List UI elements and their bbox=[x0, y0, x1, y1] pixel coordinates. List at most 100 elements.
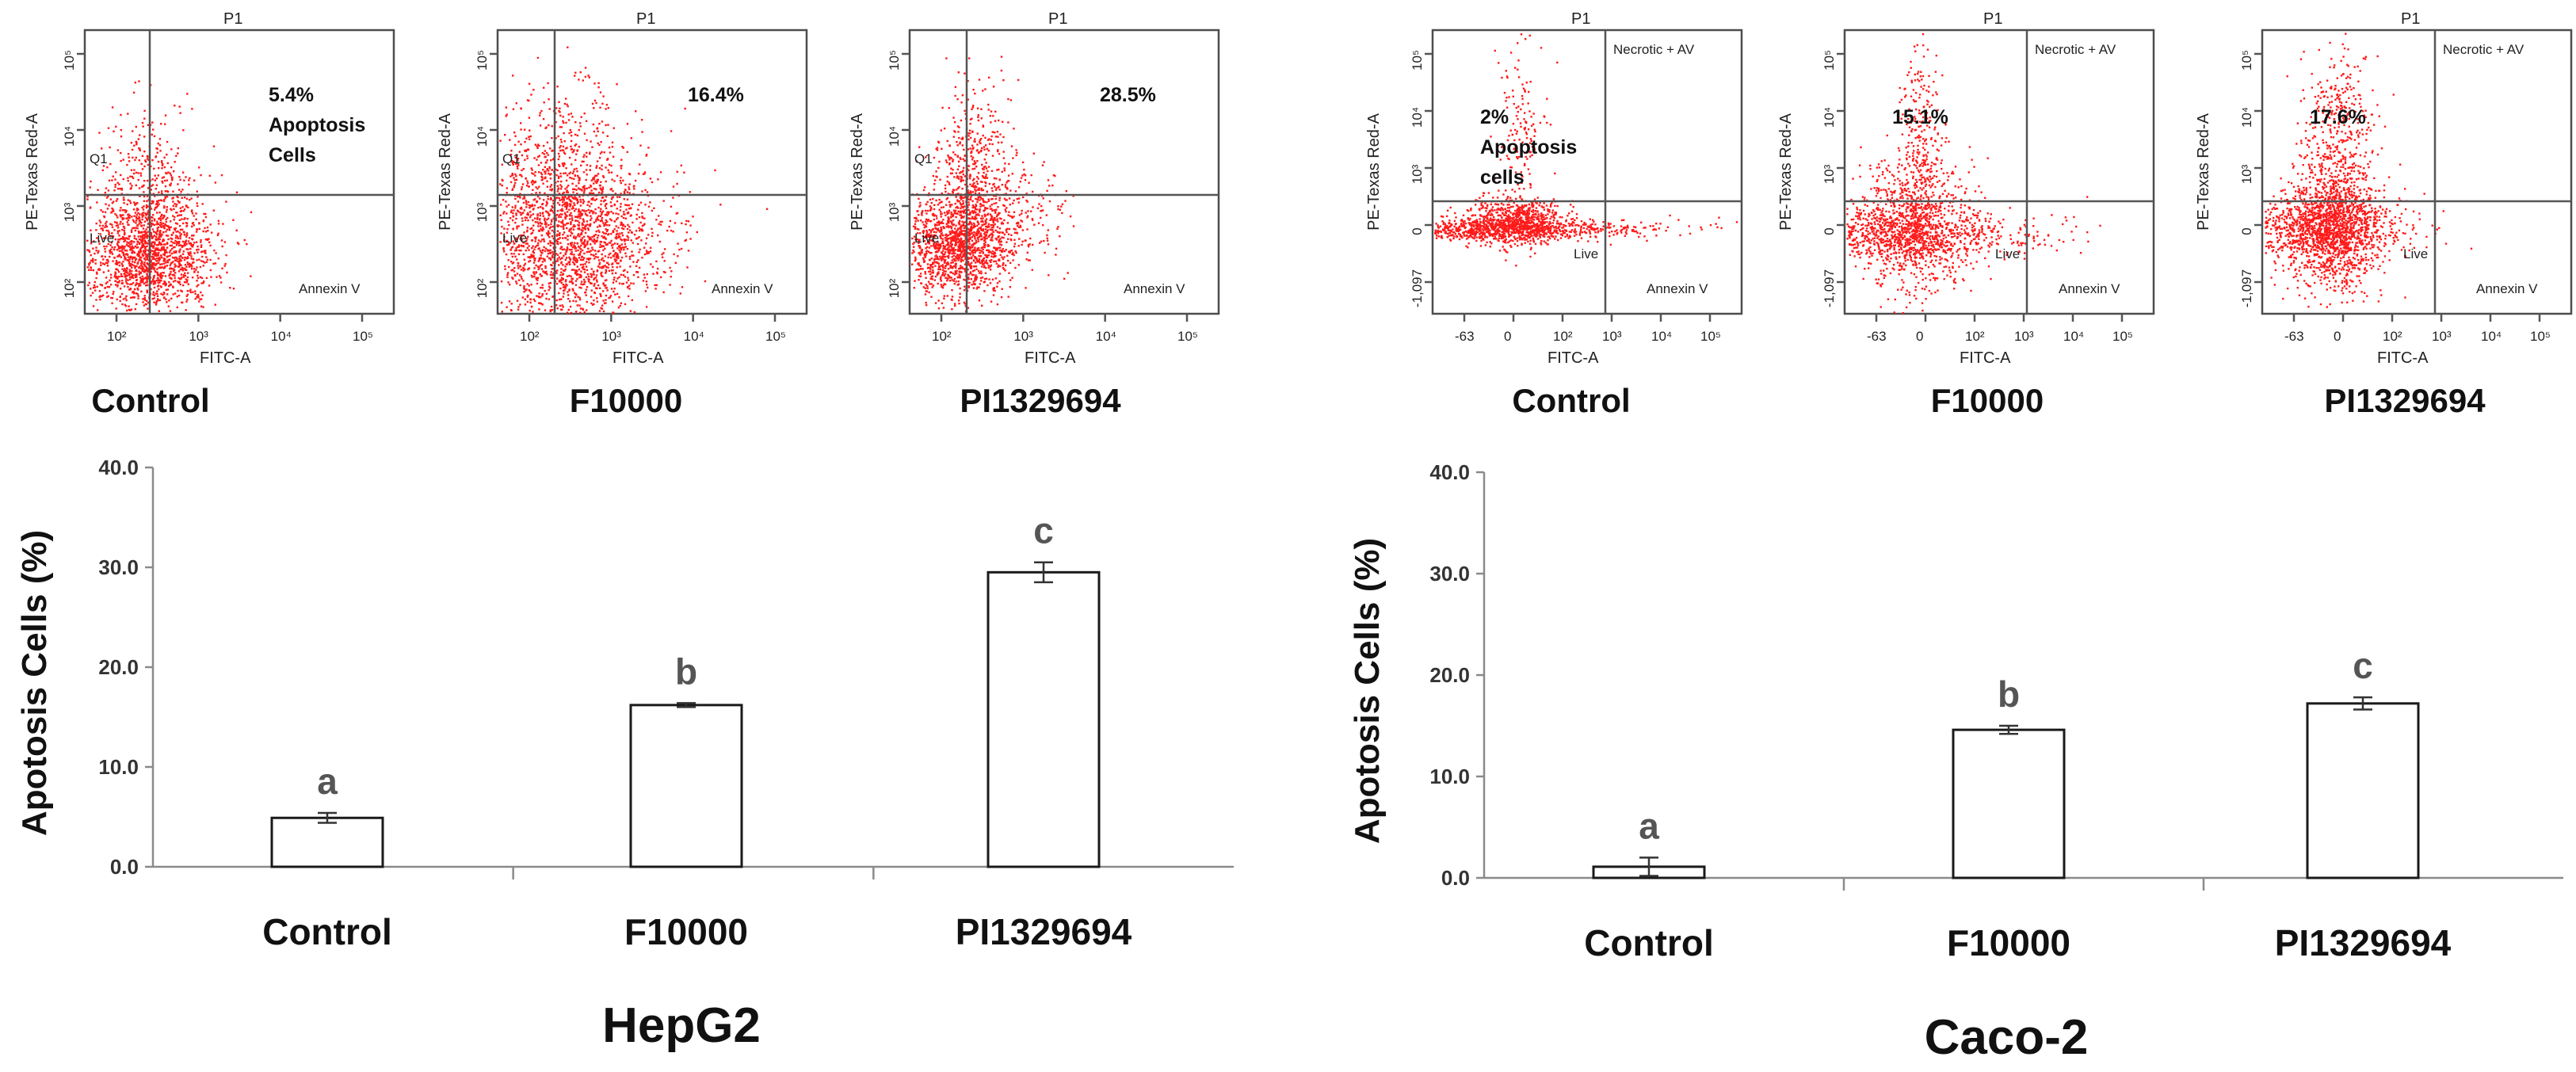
event-dot bbox=[202, 306, 204, 308]
event-dot bbox=[106, 258, 109, 261]
event-dot bbox=[625, 255, 628, 258]
event-dot bbox=[514, 207, 517, 209]
event-dot bbox=[158, 212, 161, 214]
event-dot bbox=[940, 245, 942, 247]
event-dot bbox=[534, 238, 537, 240]
event-dot bbox=[642, 280, 645, 282]
event-dot bbox=[957, 299, 960, 302]
event-dot bbox=[95, 271, 98, 273]
event-dot bbox=[127, 180, 129, 182]
event-dot bbox=[657, 234, 659, 237]
event-dot bbox=[529, 216, 532, 219]
event-dot bbox=[513, 274, 517, 277]
event-dot bbox=[156, 229, 159, 231]
event-dot bbox=[164, 265, 166, 268]
event-dot bbox=[172, 196, 174, 199]
event-dot bbox=[121, 268, 124, 270]
event-dot bbox=[941, 250, 945, 252]
event-dot bbox=[646, 252, 648, 255]
event-dot bbox=[948, 280, 952, 282]
y-tick-label: 10³ bbox=[475, 202, 490, 222]
event-dot bbox=[133, 235, 135, 237]
event-dot bbox=[670, 229, 673, 232]
event-dot bbox=[972, 235, 975, 237]
event-dot bbox=[164, 250, 166, 252]
event-dot bbox=[967, 247, 970, 250]
event-dot bbox=[182, 245, 185, 247]
event-dot bbox=[976, 200, 979, 204]
event-dot bbox=[175, 155, 177, 157]
event-dot bbox=[958, 245, 961, 247]
event-dot bbox=[116, 149, 120, 151]
event-dot bbox=[563, 140, 566, 143]
event-dot bbox=[960, 250, 964, 253]
event-dot bbox=[177, 147, 179, 150]
event-dot bbox=[511, 262, 513, 265]
event-dot bbox=[590, 254, 593, 256]
event-dot bbox=[515, 178, 518, 181]
event-dot bbox=[626, 227, 629, 231]
event-dot bbox=[535, 277, 537, 280]
event-dot bbox=[116, 181, 119, 184]
event-dot bbox=[593, 273, 595, 276]
event-dot bbox=[599, 225, 601, 227]
event-dot bbox=[927, 242, 929, 244]
event-dot bbox=[938, 198, 941, 201]
event-dot bbox=[574, 71, 577, 74]
event-dot bbox=[582, 268, 585, 270]
event-dot bbox=[570, 228, 572, 231]
event-dot bbox=[92, 258, 94, 260]
event-dot bbox=[616, 262, 618, 265]
event-dot bbox=[580, 164, 582, 167]
event-dot bbox=[626, 198, 629, 200]
event-dot bbox=[579, 311, 582, 314]
event-dot bbox=[126, 241, 128, 243]
event-dot bbox=[560, 257, 563, 260]
event-dot bbox=[153, 167, 155, 170]
event-dot bbox=[596, 180, 599, 183]
event-dot bbox=[185, 295, 188, 297]
event-dot bbox=[638, 216, 641, 219]
event-dot bbox=[532, 224, 535, 227]
event-dot bbox=[137, 288, 139, 291]
event-dot bbox=[197, 251, 199, 254]
event-dot bbox=[929, 268, 932, 270]
event-dot bbox=[946, 212, 949, 216]
event-dot bbox=[128, 200, 132, 202]
event-dot bbox=[948, 200, 951, 204]
event-dot bbox=[950, 212, 952, 214]
event-dot bbox=[950, 226, 952, 228]
event-dot bbox=[566, 246, 569, 249]
event-dot bbox=[106, 280, 109, 284]
event-dot bbox=[563, 227, 565, 230]
event-dot bbox=[980, 270, 983, 273]
event-dot bbox=[143, 233, 147, 236]
event-dot bbox=[949, 231, 952, 234]
event-dot bbox=[585, 265, 588, 268]
event-dot bbox=[548, 223, 550, 227]
event-dot bbox=[614, 293, 616, 296]
event-dot bbox=[97, 251, 99, 254]
event-dot bbox=[522, 212, 525, 214]
event-dot bbox=[586, 309, 588, 311]
event-dot bbox=[147, 209, 150, 212]
event-dot bbox=[117, 238, 120, 241]
event-dot bbox=[987, 223, 990, 225]
event-dot bbox=[187, 206, 189, 208]
event-dot bbox=[175, 250, 177, 253]
event-dot bbox=[578, 296, 581, 299]
event-dot bbox=[112, 235, 115, 238]
event-dot bbox=[185, 232, 189, 235]
event-dot bbox=[975, 211, 977, 214]
event-dot bbox=[539, 112, 541, 114]
event-dot bbox=[185, 205, 188, 208]
event-dot bbox=[566, 147, 568, 149]
event-dot bbox=[536, 145, 538, 147]
event-dot bbox=[571, 200, 573, 203]
event-dot bbox=[545, 204, 548, 207]
event-dot bbox=[161, 167, 163, 170]
event-dot bbox=[929, 219, 933, 223]
event-dot bbox=[593, 221, 596, 223]
event-dot bbox=[945, 248, 948, 251]
event-dot bbox=[933, 242, 935, 246]
